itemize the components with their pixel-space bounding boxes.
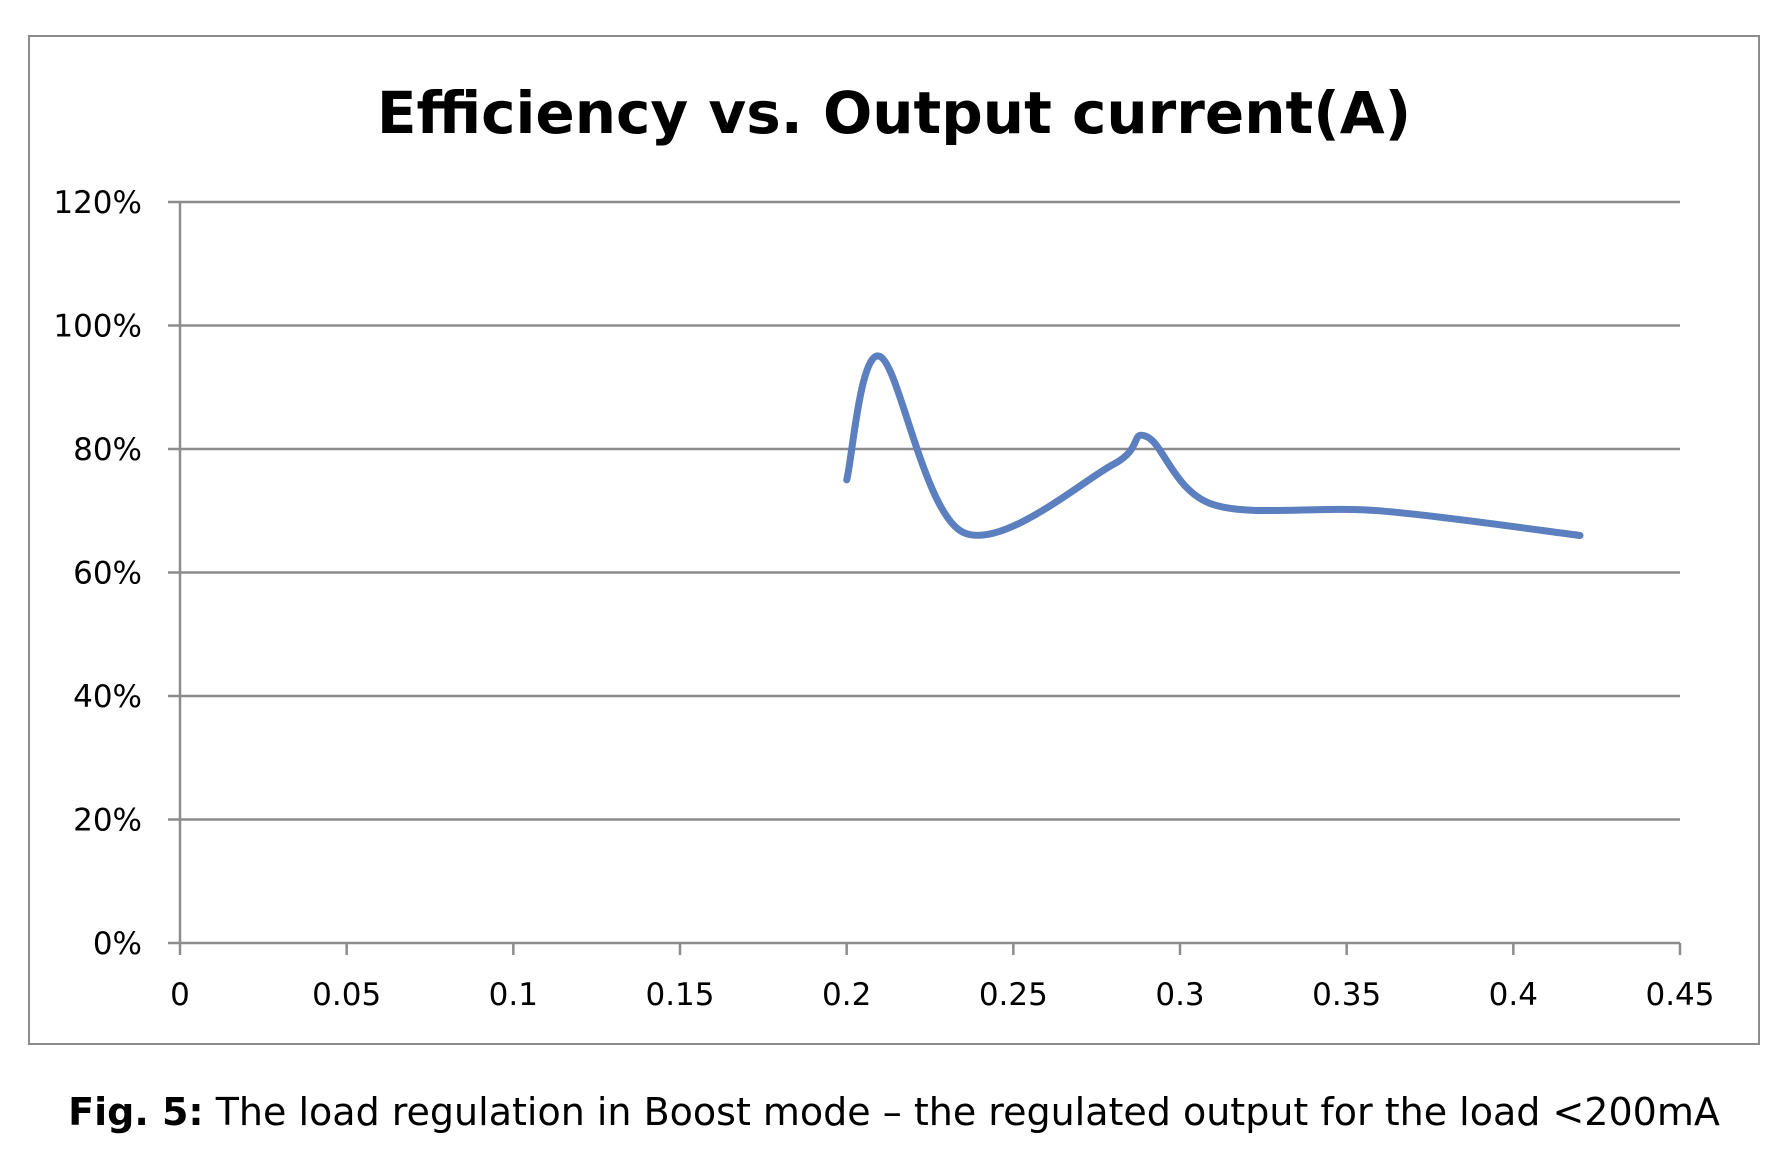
x-tick-label: 0 (170, 977, 190, 1013)
chart-frame (28, 35, 1760, 1045)
y-tick-label: 60% (73, 556, 142, 592)
y-tick-label: 80% (73, 432, 142, 468)
y-tick-label: 100% (53, 309, 142, 345)
x-tick-label: 0.3 (1155, 977, 1204, 1013)
caption-text: The load regulation in Boost mode – the … (203, 1090, 1720, 1134)
axes: 0% 20% 40% 60% 80% 100% 120% 0 0.05 0.1 0.15 0.2 0.2… (53, 185, 1714, 1013)
x-tick-label: 0.15 (645, 977, 714, 1013)
y-tick-label: 40% (73, 679, 142, 715)
chart-title: Efficiency vs. Output current(A) (377, 79, 1411, 147)
figure-caption: Fig. 5: The load regulation in Boost mod… (0, 1088, 1788, 1136)
x-tick-label: 0.05 (312, 977, 381, 1013)
x-tick-label: 0.25 (979, 977, 1048, 1013)
x-tick-label: 0.2 (822, 977, 871, 1013)
y-tick-label: 0% (93, 926, 142, 962)
y-tick-label: 20% (73, 803, 142, 839)
y-tick-label: 120% (53, 185, 142, 221)
x-tick-label: 0.35 (1312, 977, 1381, 1013)
gridlines (168, 200, 1680, 821)
x-tick-label: 0.1 (489, 977, 538, 1013)
x-tick-label: 0.4 (1489, 977, 1538, 1013)
series-line (843, 352, 1584, 539)
x-tick-label: 0.45 (1645, 977, 1714, 1013)
series-layer (843, 352, 1584, 539)
caption-label: Fig. 5: (68, 1090, 204, 1134)
